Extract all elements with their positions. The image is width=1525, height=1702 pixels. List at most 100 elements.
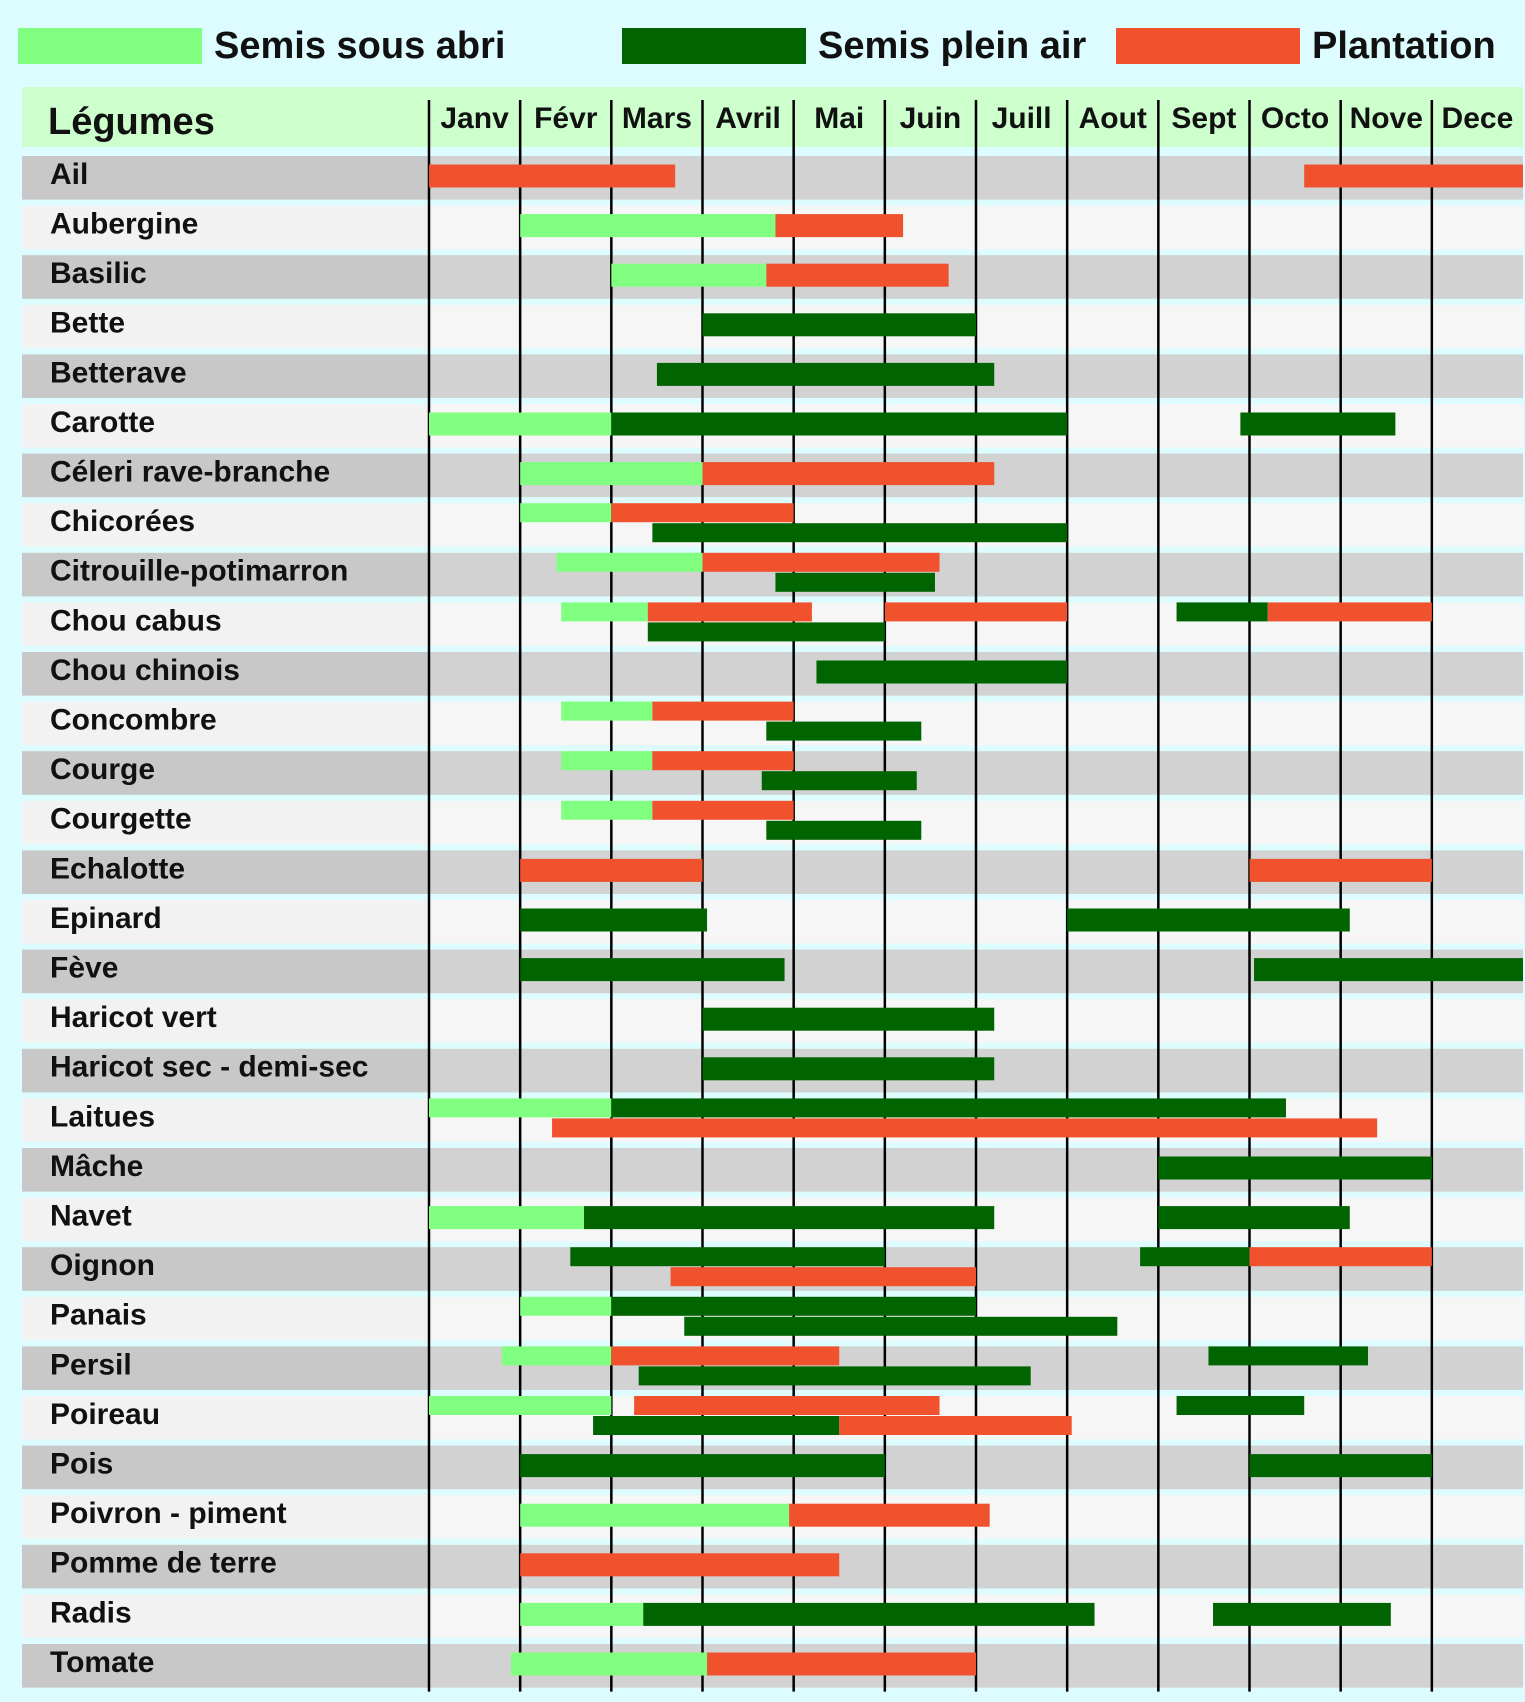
category-label: Laitues — [50, 1100, 155, 1133]
category-label: Aubergine — [50, 208, 198, 241]
bar — [1158, 1206, 1350, 1230]
category-label: Céleri rave-branche — [50, 456, 330, 489]
legend-swatch — [1116, 28, 1300, 64]
category-label: Oignon — [50, 1249, 155, 1282]
category-label: Tomate — [50, 1646, 154, 1679]
month-label: Sept — [1171, 102, 1236, 135]
bar — [670, 1267, 976, 1287]
bar — [429, 1206, 584, 1230]
bar — [520, 908, 708, 932]
legend-label: Plantation — [1312, 25, 1496, 67]
category-label: Courgette — [50, 803, 192, 836]
bar — [429, 412, 612, 436]
bar — [520, 503, 612, 523]
bar — [520, 858, 703, 882]
bar — [520, 1602, 644, 1626]
row-label-band — [22, 701, 429, 746]
bar — [789, 1503, 990, 1527]
category-label: Pomme de terre — [50, 1547, 277, 1580]
category-label: Pois — [50, 1448, 113, 1481]
row-label-band — [22, 1048, 429, 1093]
legend-label: Semis plein air — [818, 25, 1086, 67]
bar — [556, 552, 703, 572]
category-label: Panais — [50, 1299, 147, 1332]
bar — [520, 958, 785, 982]
bar — [429, 164, 676, 188]
category-label: Chou cabus — [50, 604, 222, 637]
bar — [520, 1296, 612, 1316]
category-label: Basilic — [50, 257, 147, 290]
bar — [561, 751, 653, 771]
category-label: Echalotte — [50, 852, 185, 885]
bar — [593, 1416, 840, 1435]
legend-label: Semis sous abri — [214, 25, 505, 67]
category-label: Persil — [50, 1348, 132, 1381]
row-label-band — [22, 404, 429, 448]
row-label-band — [22, 652, 429, 696]
month-label: Juill — [992, 102, 1052, 135]
bar — [1213, 1602, 1391, 1626]
bar — [1267, 602, 1432, 622]
bar — [634, 1396, 940, 1415]
bar — [702, 1007, 995, 1031]
legend-swatch — [18, 28, 202, 64]
bar — [707, 1652, 976, 1676]
bar — [511, 1652, 708, 1676]
bar — [1176, 1396, 1305, 1415]
row-label-band — [22, 205, 429, 250]
bar — [501, 1346, 612, 1366]
bar — [702, 552, 940, 572]
bar — [552, 1118, 1378, 1138]
month-label: Févr — [534, 102, 598, 135]
row-label-band — [22, 1098, 429, 1142]
bar — [611, 412, 1068, 436]
bar — [702, 1057, 995, 1081]
row-label-band — [22, 1296, 429, 1341]
bar — [1249, 858, 1432, 882]
bar — [520, 1454, 885, 1478]
bar — [816, 660, 1068, 684]
category-label: Betterave — [50, 356, 187, 389]
bar — [1240, 412, 1396, 436]
bar — [1176, 602, 1268, 622]
bar — [1254, 958, 1523, 982]
month-label: Juin — [900, 102, 962, 135]
bar — [1249, 1247, 1432, 1267]
month-label: Janv — [440, 102, 509, 135]
month-label: Avril — [715, 102, 781, 135]
row-label-band — [22, 1544, 429, 1589]
category-header: Légumes — [48, 101, 215, 143]
row-label-band — [22, 999, 429, 1043]
category-label: Radis — [50, 1596, 132, 1629]
row-label-band — [22, 1247, 429, 1291]
bar — [520, 1553, 840, 1577]
bar — [1140, 1247, 1250, 1267]
category-label: Epinard — [50, 902, 162, 935]
row-label-band — [22, 1495, 429, 1539]
bar — [611, 503, 794, 523]
bar — [1304, 164, 1523, 188]
row-label-band — [22, 850, 429, 894]
bar — [766, 263, 949, 287]
bar — [611, 1296, 976, 1316]
month-label: Aout — [1079, 102, 1147, 135]
bar — [656, 362, 995, 386]
bar — [611, 1346, 840, 1366]
category-label: Haricot vert — [50, 1001, 217, 1034]
bar — [583, 1206, 995, 1230]
row-label-band — [22, 1346, 429, 1390]
row-label-band — [22, 1396, 429, 1440]
legend-swatch — [622, 28, 806, 64]
category-label: Poireau — [50, 1398, 160, 1431]
row-label-band — [22, 1644, 429, 1688]
bar — [652, 800, 794, 820]
row-label-band — [22, 552, 429, 597]
row-label-band — [22, 1197, 429, 1242]
bar — [643, 1602, 1095, 1626]
bar — [647, 602, 812, 622]
row-label-band — [22, 1148, 429, 1192]
category-label: Courge — [50, 753, 155, 786]
row-label-band — [22, 354, 429, 398]
bar — [766, 721, 922, 741]
bar — [1208, 1346, 1369, 1366]
